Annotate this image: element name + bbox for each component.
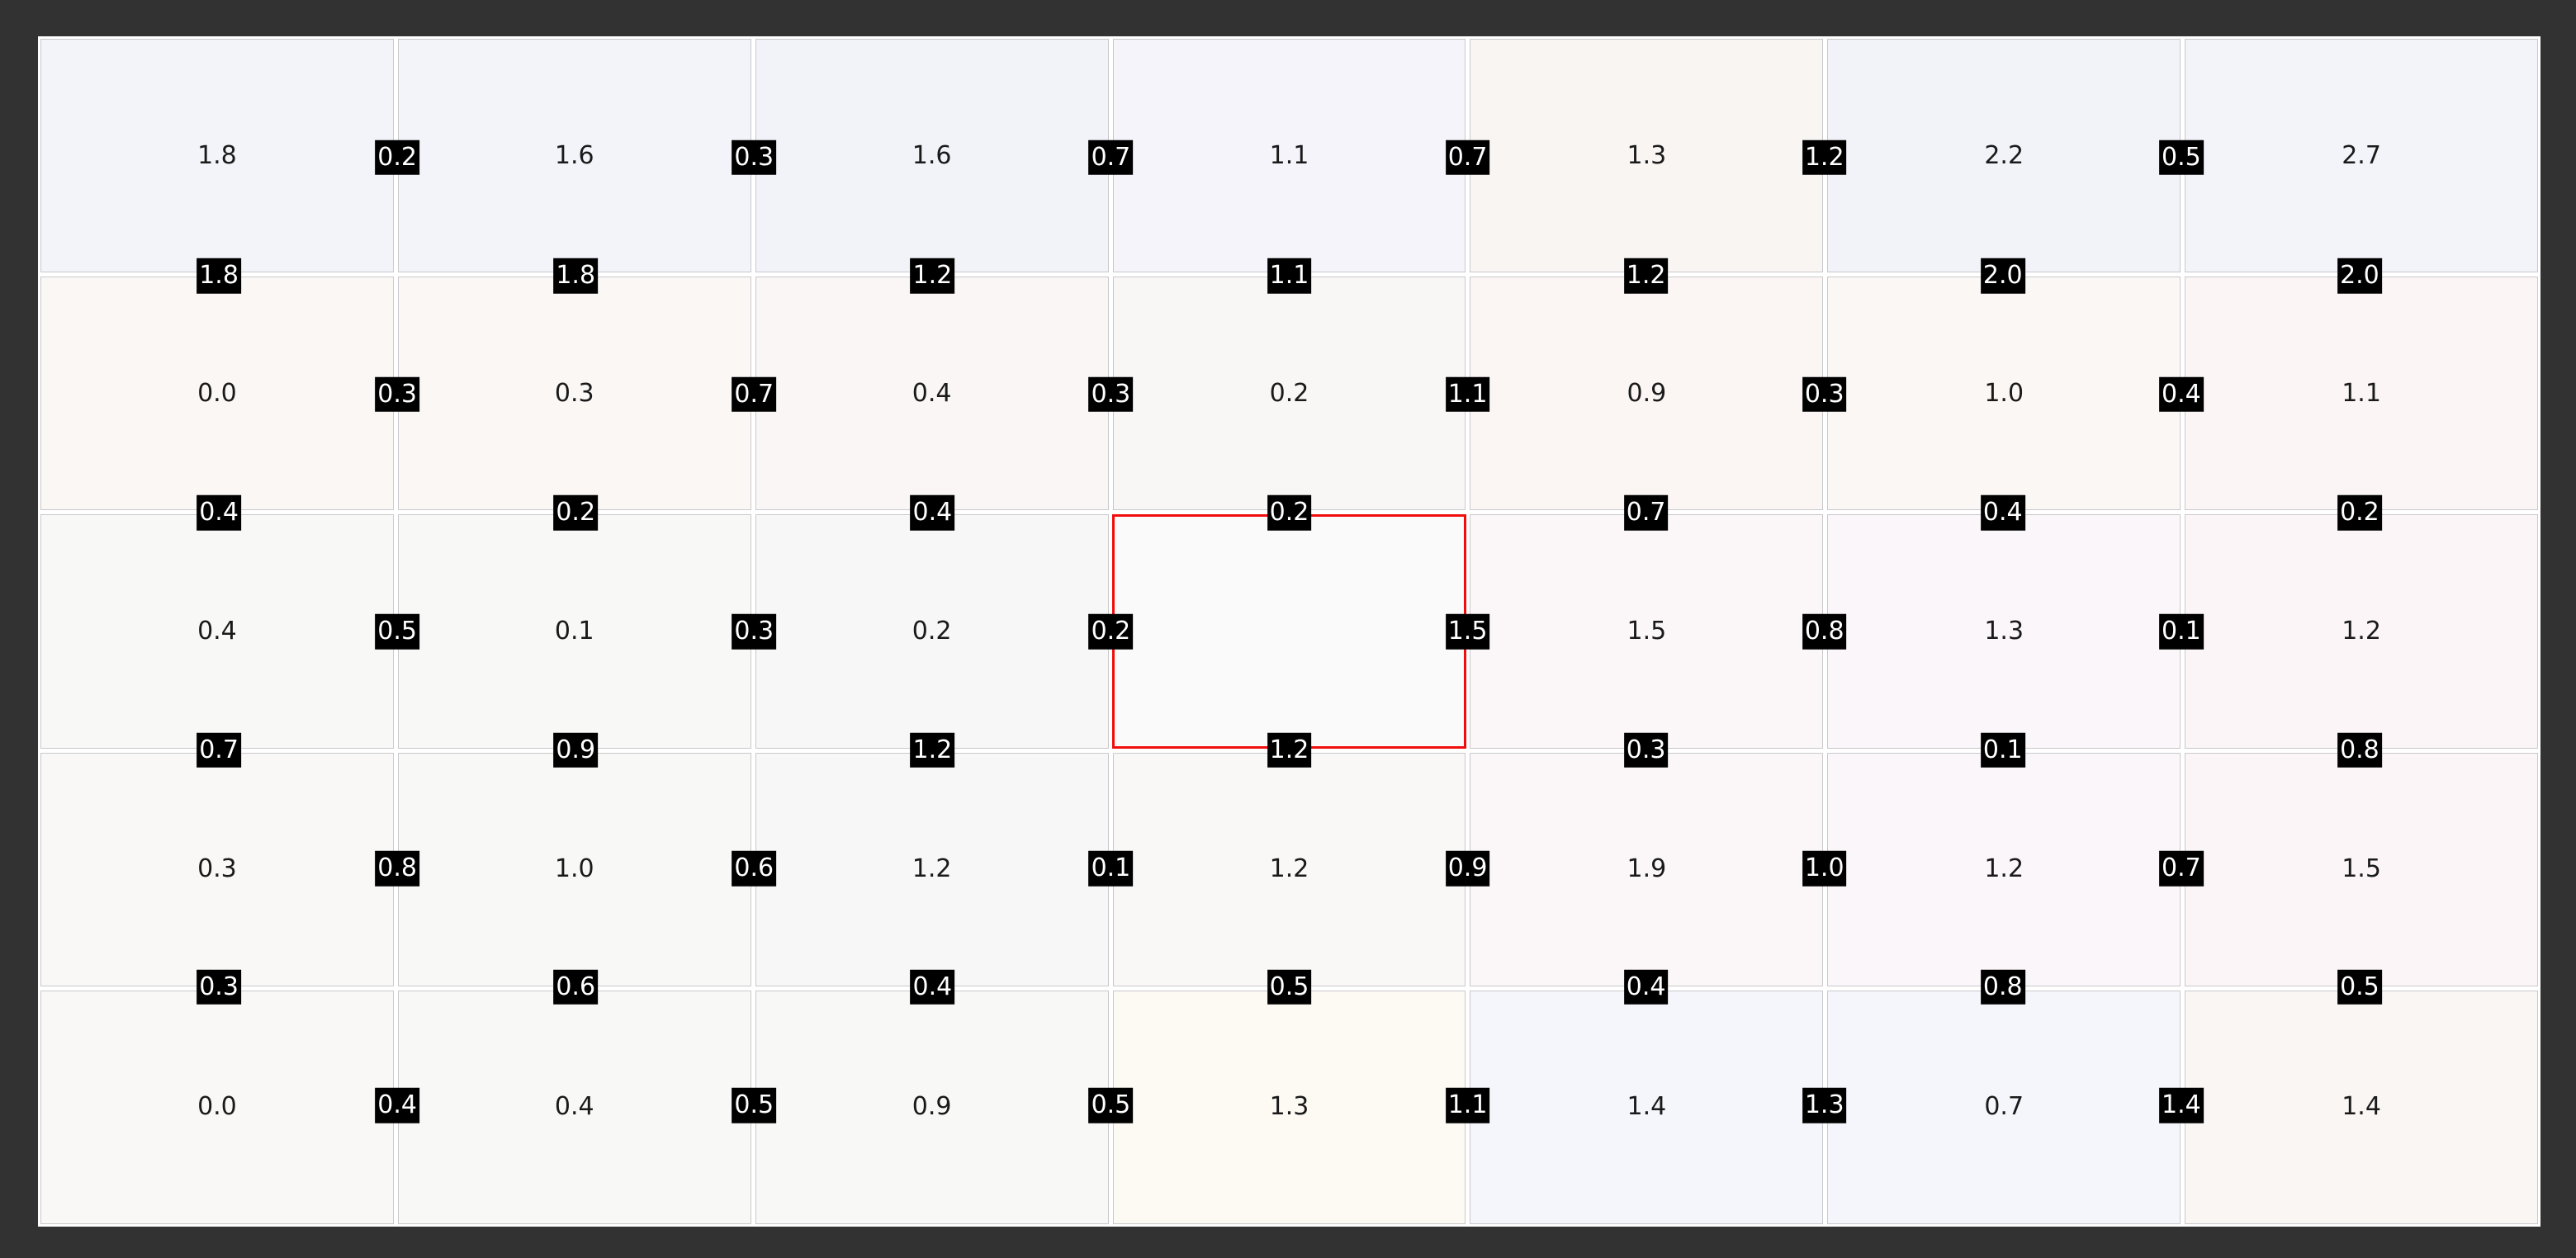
node-value: 1.8: [197, 140, 237, 170]
node-value: 0.4: [912, 378, 952, 408]
node-value: 0.3: [554, 378, 594, 408]
node-value: 2.7: [2342, 140, 2381, 170]
grid-cell: 0.3: [397, 277, 751, 511]
node-value: 1.6: [554, 140, 594, 170]
grid-cell: 0.7: [1827, 990, 2181, 1224]
node-value: 0.4: [197, 616, 237, 646]
grid-cell: 1.5: [2185, 752, 2538, 986]
node-value: 0.1: [554, 616, 594, 646]
node-value: 0.0: [197, 1092, 237, 1122]
grid-cell: 0.9: [1470, 277, 1824, 511]
node-value: 0.3: [197, 854, 237, 884]
grid-cell: 2.7: [2185, 39, 2538, 273]
node-value: 1.0: [1984, 378, 2024, 408]
grid-cell: [1112, 514, 1466, 749]
node-value: 1.1: [1269, 140, 1309, 170]
grid-cell: 0.4: [397, 990, 751, 1224]
grid-cell: 1.0: [1827, 277, 2181, 511]
node-value: 1.9: [1627, 854, 1667, 884]
grid-cell: 1.2: [755, 752, 1109, 986]
node-value: 0.2: [912, 616, 952, 646]
grid-cell: 1.6: [397, 39, 751, 273]
grid-cell: 0.0: [40, 990, 394, 1224]
node-value: 1.1: [2342, 378, 2381, 408]
board: 1.8 1.6 1.6 1.1 1.3 2.2 2.7 0.0 0.3 0.4 0.2 0.9 1.0 1…: [38, 36, 2540, 1227]
node-value: 1.2: [1269, 854, 1309, 884]
grid-cell: 1.4: [2185, 990, 2538, 1224]
node-value: 1.5: [1627, 616, 1667, 646]
grid-cell: 2.2: [1827, 39, 2181, 273]
grid-cell: 0.1: [397, 514, 751, 749]
grid-cell: 0.9: [755, 990, 1109, 1224]
node-value: 0.2: [1269, 378, 1309, 408]
grid-cell: 0.4: [40, 514, 394, 749]
grid-cell: 1.8: [40, 39, 394, 273]
node-value: 2.2: [1984, 140, 2024, 170]
node-value: 1.5: [2342, 854, 2381, 884]
cells-grid: 1.8 1.6 1.6 1.1 1.3 2.2 2.7 0.0 0.3 0.4 0.2 0.9 1.0 1…: [40, 39, 2538, 1224]
grid-cell: 1.0: [397, 752, 751, 986]
grid-cell: 1.2: [1112, 752, 1466, 986]
grid-cell: 0.3: [40, 752, 394, 986]
node-value: 1.2: [912, 854, 952, 884]
node-value: 1.2: [1984, 854, 2024, 884]
node-value: 0.0: [197, 378, 237, 408]
node-value: 1.2: [2342, 616, 2381, 646]
node-value: 1.3: [1269, 1092, 1309, 1122]
node-value: 1.0: [554, 854, 594, 884]
grid-cell: 1.9: [1470, 752, 1824, 986]
node-value: 1.4: [1627, 1092, 1667, 1122]
grid-cell: 1.2: [2185, 514, 2538, 749]
grid-cell: 0.2: [1112, 277, 1466, 511]
grid-cell: 1.1: [1112, 39, 1466, 273]
node-value: 0.9: [912, 1092, 952, 1122]
node-value: 0.7: [1984, 1092, 2024, 1122]
node-value: 0.4: [554, 1092, 594, 1122]
node-value: 0.9: [1627, 378, 1667, 408]
grid-cell: 1.3: [1470, 39, 1824, 273]
grid-cell: 1.2: [1827, 752, 2181, 986]
grid-cell: 0.4: [755, 277, 1109, 511]
grid-cell: 1.6: [755, 39, 1109, 273]
grid-cell: 1.4: [1470, 990, 1824, 1224]
node-value: 1.6: [912, 140, 952, 170]
node-value: 1.3: [1627, 140, 1667, 170]
node-value: 1.4: [2342, 1092, 2381, 1122]
grid-cell: 1.3: [1827, 514, 2181, 749]
node-value: 1.3: [1984, 616, 2024, 646]
grid-cell: 0.2: [755, 514, 1109, 749]
grid-cell: 1.1: [2185, 277, 2538, 511]
grid-cell: 1.3: [1112, 990, 1466, 1224]
grid-cell: 0.0: [40, 277, 394, 511]
grid-cell: 1.5: [1470, 514, 1824, 749]
